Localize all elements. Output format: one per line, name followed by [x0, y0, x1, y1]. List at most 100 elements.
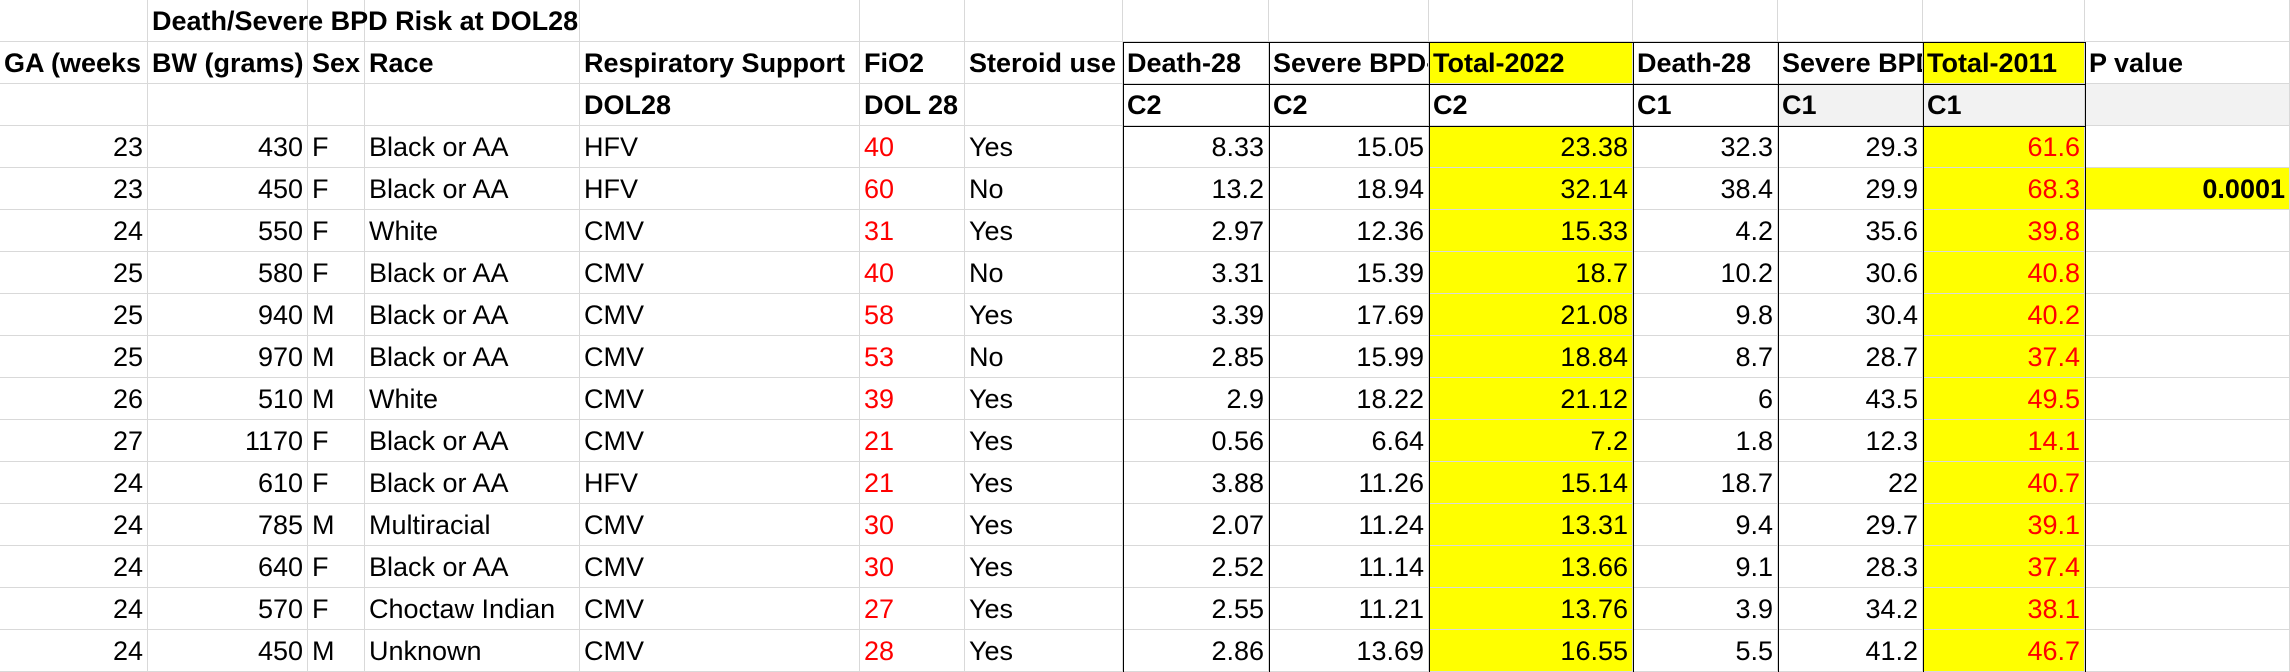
cell-ga[interactable]: 27: [0, 420, 148, 462]
cell-c1[interactable]: [308, 0, 365, 42]
cell-race[interactable]: Black or AA: [365, 462, 580, 504]
cell-ga[interactable]: 24: [0, 462, 148, 504]
cell-fio2[interactable]: 21: [860, 462, 965, 504]
cell-p-value[interactable]: [2085, 462, 2290, 504]
cell-respiratory-support[interactable]: CMV: [580, 336, 860, 378]
cell-race[interactable]: Black or AA: [365, 336, 580, 378]
cell-death28-c2[interactable]: 3.31: [1123, 252, 1269, 294]
cell-race[interactable]: White: [365, 210, 580, 252]
cell-total-2022[interactable]: 13.31: [1429, 504, 1633, 546]
sheet-title[interactable]: Death/Severe BPD Risk at DOL28: [148, 0, 578, 42]
cell-bw[interactable]: 450: [148, 168, 308, 210]
header-total-2011[interactable]: Total-2011: [1923, 42, 2085, 84]
cell-severe-c2[interactable]: 13.69: [1269, 630, 1429, 672]
cell-respiratory-support[interactable]: HFV: [580, 462, 860, 504]
cell-fio2[interactable]: 31: [860, 210, 965, 252]
cell-bw[interactable]: 610: [148, 462, 308, 504]
cell-p-value[interactable]: [2085, 336, 2290, 378]
subheader-death28-c1[interactable]: C1: [1633, 84, 1778, 126]
cell-sex[interactable]: M: [308, 630, 365, 672]
cell-respiratory-support[interactable]: CMV: [580, 504, 860, 546]
cell-respiratory-support[interactable]: CMV: [580, 546, 860, 588]
cell-sex[interactable]: F: [308, 168, 365, 210]
cell-steroid-use[interactable]: Yes: [965, 588, 1123, 630]
cell-ga[interactable]: 25: [0, 336, 148, 378]
cell-steroid-use[interactable]: No: [965, 252, 1123, 294]
cell-severe-c1[interactable]: 29.3: [1778, 126, 1923, 168]
cell-total-2022[interactable]: 18.7: [1429, 252, 1633, 294]
cell-d3[interactable]: [365, 84, 580, 126]
cell-p-value[interactable]: [2085, 420, 2290, 462]
cell-steroid-use[interactable]: Yes: [965, 378, 1123, 420]
cell-death28-c1[interactable]: 1.8: [1633, 420, 1778, 462]
cell-race[interactable]: White: [365, 378, 580, 420]
cell-death28-c2[interactable]: 2.97: [1123, 210, 1269, 252]
cell-total-2011[interactable]: 38.1: [1923, 588, 2085, 630]
header-total-2022[interactable]: Total-2022: [1429, 42, 1633, 84]
cell-p-value[interactable]: [2085, 546, 2290, 588]
cell-total-2011[interactable]: 37.4: [1923, 546, 2085, 588]
cell-p-value[interactable]: [2085, 378, 2290, 420]
cell-fio2[interactable]: 53: [860, 336, 965, 378]
cell-fio2[interactable]: 21: [860, 420, 965, 462]
cell-f1[interactable]: [860, 0, 965, 42]
cell-severe-c1[interactable]: 28.7: [1778, 336, 1923, 378]
cell-sex[interactable]: M: [308, 504, 365, 546]
cell-race[interactable]: Black or AA: [365, 252, 580, 294]
cell-race[interactable]: Black or AA: [365, 420, 580, 462]
cell-a1[interactable]: [0, 0, 148, 42]
cell-severe-c2[interactable]: 15.05: [1269, 126, 1429, 168]
cell-severe-c1[interactable]: 35.6: [1778, 210, 1923, 252]
cell-severe-c1[interactable]: 12.3: [1778, 420, 1923, 462]
header-respiratory-support[interactable]: Respiratory Support: [580, 42, 860, 84]
cell-n3[interactable]: [2085, 84, 2290, 126]
cell-fio2[interactable]: 40: [860, 126, 965, 168]
header-steroid-use[interactable]: Steroid use: [965, 42, 1123, 84]
cell-death28-c1[interactable]: 8.7: [1633, 336, 1778, 378]
cell-total-2011[interactable]: 40.7: [1923, 462, 2085, 504]
cell-severe-c1[interactable]: 43.5: [1778, 378, 1923, 420]
cell-respiratory-support[interactable]: CMV: [580, 378, 860, 420]
cell-race[interactable]: Black or AA: [365, 294, 580, 336]
cell-sex[interactable]: F: [308, 126, 365, 168]
header-sex[interactable]: Sex: [308, 42, 365, 84]
cell-bw[interactable]: 430: [148, 126, 308, 168]
cell-sex[interactable]: M: [308, 378, 365, 420]
cell-bw[interactable]: 970: [148, 336, 308, 378]
cell-severe-c1[interactable]: 22: [1778, 462, 1923, 504]
cell-bw[interactable]: 1170: [148, 420, 308, 462]
cell-steroid-use[interactable]: Yes: [965, 420, 1123, 462]
cell-ga[interactable]: 24: [0, 588, 148, 630]
cell-severe-c2[interactable]: 17.69: [1269, 294, 1429, 336]
cell-death28-c1[interactable]: 6: [1633, 378, 1778, 420]
cell-steroid-use[interactable]: Yes: [965, 630, 1123, 672]
cell-death28-c1[interactable]: 4.2: [1633, 210, 1778, 252]
cell-total-2022[interactable]: 13.76: [1429, 588, 1633, 630]
cell-respiratory-support[interactable]: CMV: [580, 588, 860, 630]
cell-respiratory-support[interactable]: CMV: [580, 252, 860, 294]
cell-severe-c2[interactable]: 15.99: [1269, 336, 1429, 378]
cell-severe-c1[interactable]: 30.4: [1778, 294, 1923, 336]
cell-ga[interactable]: 24: [0, 546, 148, 588]
cell-fio2[interactable]: 28: [860, 630, 965, 672]
cell-sex[interactable]: M: [308, 294, 365, 336]
cell-respiratory-support[interactable]: CMV: [580, 210, 860, 252]
cell-steroid-use[interactable]: Yes: [965, 546, 1123, 588]
cell-death28-c2[interactable]: 0.56: [1123, 420, 1269, 462]
header-race[interactable]: Race: [365, 42, 580, 84]
cell-sex[interactable]: F: [308, 588, 365, 630]
cell-severe-c2[interactable]: 11.21: [1269, 588, 1429, 630]
cell-death28-c1[interactable]: 5.5: [1633, 630, 1778, 672]
cell-severe-c1[interactable]: 41.2: [1778, 630, 1923, 672]
cell-bw[interactable]: 570: [148, 588, 308, 630]
cell-ga[interactable]: 26: [0, 378, 148, 420]
header-ga[interactable]: GA (weeks: [0, 42, 148, 84]
cell-total-2011[interactable]: 40.8: [1923, 252, 2085, 294]
subheader-severe-c1[interactable]: C1: [1778, 84, 1923, 126]
header-death28-c2[interactable]: Death-28: [1123, 42, 1269, 84]
cell-steroid-use[interactable]: No: [965, 336, 1123, 378]
cell-respiratory-support[interactable]: CMV: [580, 630, 860, 672]
cell-sex[interactable]: M: [308, 336, 365, 378]
cell-death28-c1[interactable]: 9.1: [1633, 546, 1778, 588]
cell-total-2011[interactable]: 68.3: [1923, 168, 2085, 210]
